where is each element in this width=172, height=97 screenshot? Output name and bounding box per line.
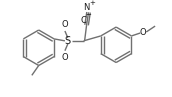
Text: S: S	[65, 36, 71, 46]
Text: N: N	[83, 3, 90, 12]
Text: O: O	[62, 53, 68, 62]
Text: +: +	[90, 0, 95, 6]
Text: O: O	[62, 20, 68, 29]
Text: O: O	[140, 29, 147, 37]
Text: −: −	[86, 12, 92, 18]
Text: C: C	[81, 16, 87, 25]
